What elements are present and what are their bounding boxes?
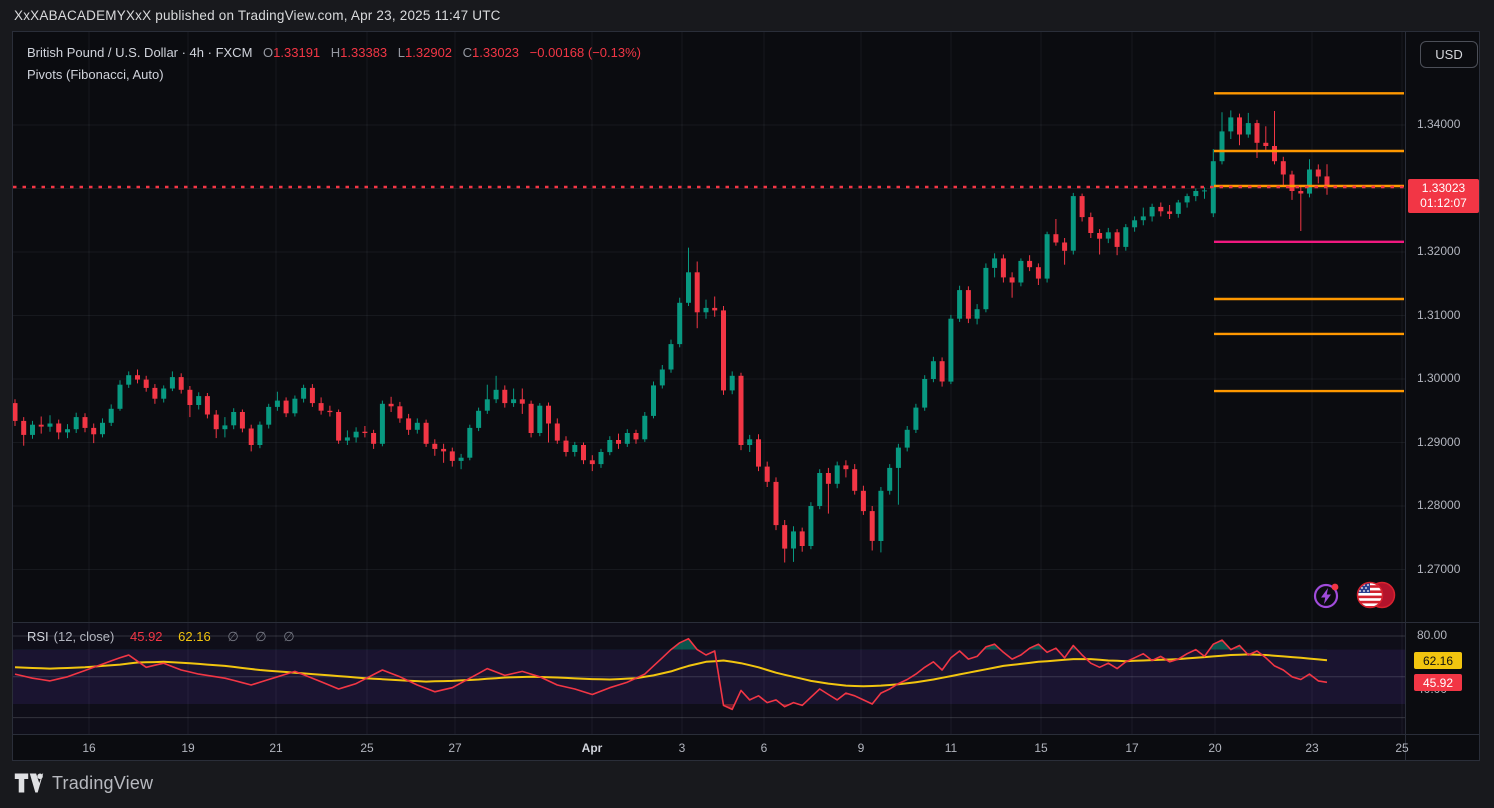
time-axis-separator [13,734,1479,735]
rsi-ma-value: 62.16 [178,629,211,644]
rsi-empty-value-1: ∅ [227,629,239,644]
symbol-legend[interactable]: British Pound / U.S. Dollar · 4h · FXCM … [27,45,641,60]
currency-unit-button[interactable]: USD [1420,41,1478,68]
time-axis-label[interactable]: 19 [181,741,195,755]
ohlc-open-value: 1.33191 [273,45,321,60]
chart-frame: British Pound / U.S. Dollar · 4h · FXCM … [12,31,1480,761]
pane-status-icons [1310,579,1406,616]
ohlc-close-label: C [462,45,473,60]
price-axis-label: 1.31000 [1417,308,1461,322]
price-axis-label: 1.28000 [1417,498,1461,512]
ohlc-close-value: 1.33023 [472,45,520,60]
price-scale[interactable]: 40.0080.00 USD 1.33023 01:12:07 62.16 45… [1406,32,1479,760]
price-axis-label: 1.34000 [1417,117,1461,131]
time-axis-label[interactable]: 6 [760,741,768,755]
price-axis-label: 1.27000 [1417,562,1461,576]
time-axis-label[interactable]: 23 [1305,741,1319,755]
chart-canvas[interactable] [13,32,1405,760]
rsi-value: 45.92 [130,629,163,644]
rsi-axis-label: 80.00 [1417,628,1448,642]
publish-text: XxXABACADEMYXxX published on TradingView… [14,8,501,23]
price-axis-label: 1.32000 [1417,244,1461,258]
time-axis-label[interactable]: Apr [581,741,603,755]
time-axis-label[interactable]: 16 [82,741,96,755]
ohlc-high-label: H [330,45,341,60]
indicator-legend-pivots[interactable]: Pivots (Fibonacci, Auto) [27,67,164,82]
time-axis-label[interactable]: 21 [269,741,283,755]
ohlc-open-label: O [263,45,274,60]
price-axis-label: 1.29000 [1417,435,1461,449]
time-axis-label[interactable]: 11 [944,741,958,755]
tradingview-logo-icon[interactable] [14,772,44,794]
pane-separator[interactable] [13,622,1479,623]
rsi-ma-badge: 62.16 [1414,652,1462,669]
time-axis-label[interactable]: 9 [857,741,865,755]
time-axis-label[interactable]: 20 [1208,741,1222,755]
rsi-empty-value-2: ∅ [255,629,267,644]
rsi-empty-value-3: ∅ [283,629,295,644]
symbol-title: British Pound / U.S. Dollar · 4h · FXCM [27,45,253,60]
pivots-title: Pivots (Fibonacci, Auto) [27,67,164,82]
publish-bar: XxXABACADEMYXxX published on TradingView… [0,0,1494,31]
time-axis-label[interactable]: 27 [448,741,462,755]
ideas-flash-icon[interactable] [1313,583,1339,609]
last-price-badge: 1.33023 01:12:07 [1408,179,1479,213]
ohlc-low-value: 1.32902 [405,45,453,60]
change-value: −0.00168 (−0.13%) [529,45,641,60]
ohlc-high-value: 1.33383 [340,45,388,60]
tradingview-brand[interactable]: TradingView [52,772,154,793]
time-axis-label[interactable]: 25 [360,741,374,755]
time-axis-label[interactable]: 25 [1395,741,1409,755]
indicator-legend-rsi[interactable]: RSI (12, close) 45.92 62.16 ∅ ∅ ∅ [27,629,295,645]
price-axis-label: 1.30000 [1417,371,1461,385]
rsi-value-badge: 45.92 [1414,674,1462,691]
footer: TradingView [14,772,153,794]
currency-pair-flags-icon[interactable] [1356,581,1396,609]
bar-countdown: 01:12:07 [1420,196,1467,210]
rsi-params: (12, close) [53,629,115,644]
last-price-value: 1.33023 [1421,181,1466,195]
rsi-title: RSI [27,629,49,644]
time-axis-label[interactable]: 15 [1034,741,1048,755]
price-scale-separator[interactable] [1405,32,1406,760]
time-axis-label[interactable]: 17 [1125,741,1139,755]
time-axis-label[interactable]: 3 [678,741,686,755]
ohlc-low-label: L [397,45,406,60]
